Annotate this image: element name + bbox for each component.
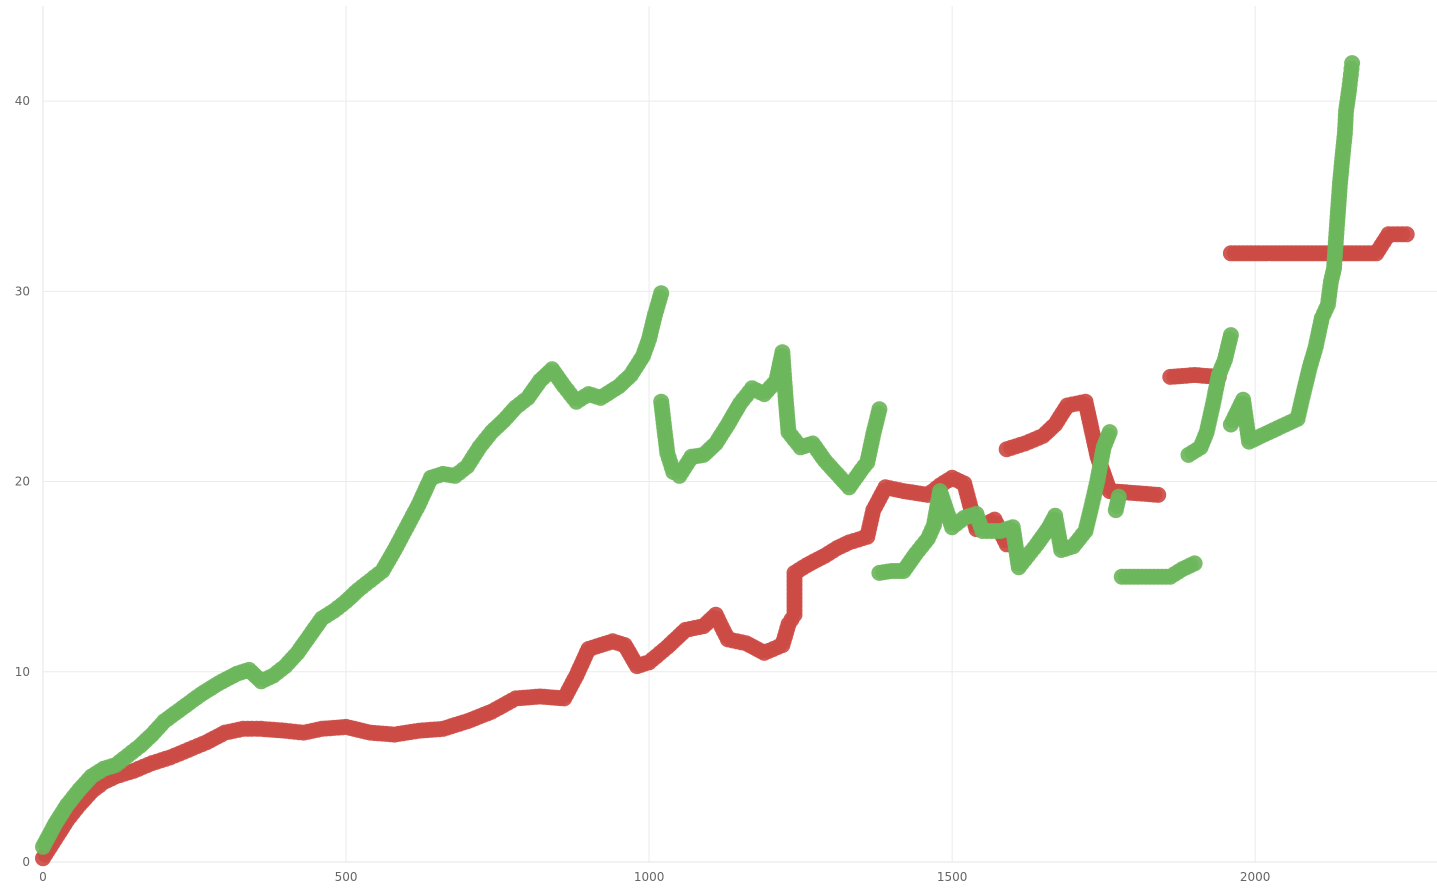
- x-tick-label: 1500: [937, 870, 968, 884]
- series-0: [35, 226, 1415, 867]
- data-point: [653, 285, 670, 302]
- data-point: [1150, 486, 1167, 503]
- data-point: [1344, 55, 1361, 72]
- y-tick-label: 40: [15, 94, 30, 108]
- data-point: [1398, 226, 1415, 243]
- data-point: [1222, 327, 1239, 344]
- axes: [42, 6, 1437, 863]
- x-tick-label: 500: [335, 870, 358, 884]
- y-tick-label: 0: [22, 855, 30, 869]
- x-tick-label: 1000: [634, 870, 665, 884]
- x-tick-label: 0: [39, 870, 47, 884]
- data-point: [871, 401, 888, 418]
- x-tick-label: 2000: [1240, 870, 1271, 884]
- series-points: [35, 55, 1415, 867]
- tick-labels: 0 500 1000 1500 2000 0 10 20 30 40: [15, 94, 1271, 884]
- y-tick-label: 30: [15, 284, 30, 298]
- y-tick-label: 20: [15, 475, 30, 489]
- data-point: [1101, 424, 1118, 441]
- data-point: [1110, 488, 1127, 505]
- data-point: [1186, 555, 1203, 572]
- y-tick-label: 10: [15, 665, 30, 679]
- series-1: [35, 55, 1361, 855]
